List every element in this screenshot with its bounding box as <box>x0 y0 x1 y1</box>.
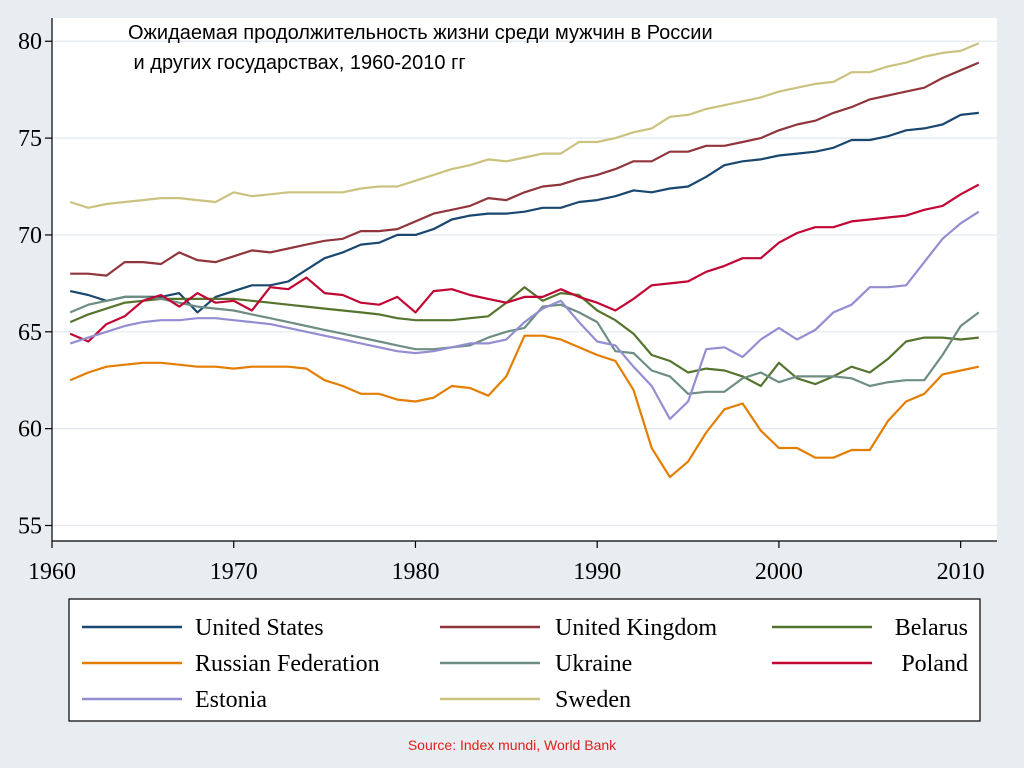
y-tick-label: 70 <box>18 223 42 249</box>
legend-label-ukraine: Ukraine <box>555 651 632 677</box>
x-tick-label: 2010 <box>937 559 985 585</box>
y-tick-label: 80 <box>18 29 42 55</box>
series-line-belarus <box>69 286 979 388</box>
series-line-ukraine <box>69 295 980 395</box>
y-tick-label: 60 <box>18 417 42 443</box>
legend-label-poland: Poland <box>901 651 968 677</box>
series-line-russian-federation <box>69 334 980 479</box>
legend-label-belarus: Belarus <box>895 615 968 641</box>
axes <box>51 18 997 542</box>
grid <box>52 40 997 527</box>
tick-labels: 55 60 65 70 75 80 1960 1970 1980 1990 2000 2010 <box>18 29 985 585</box>
y-tick-label: 55 <box>18 514 42 540</box>
series-lines <box>69 42 980 479</box>
y-tick-label: 75 <box>18 126 42 152</box>
chart-title-line-1: Ожидаемая продолжительность жизни среди … <box>128 22 713 44</box>
x-tick-label: 1980 <box>391 559 439 585</box>
legend-label-russian-federation: Russian Federation <box>195 651 380 677</box>
legend-label-united-kingdom: United Kingdom <box>555 615 717 641</box>
series-line-sweden <box>69 42 980 209</box>
series-line-poland <box>69 183 980 343</box>
x-tick-label: 1990 <box>573 559 621 585</box>
source-note: Source: Index mundi, World Bank <box>407 737 617 753</box>
chart-title-line-2: и других государствах, 1960-2010 гг <box>128 52 466 74</box>
series-line-united-kingdom <box>70 61 980 277</box>
series-line-estonia <box>69 210 980 421</box>
legend-box <box>68 598 981 722</box>
legend: United States United Kingdom Belarus Russia… <box>82 615 968 713</box>
x-tick-label: 2000 <box>755 559 803 585</box>
legend-label-estonia: Estonia <box>195 687 267 713</box>
plot-background <box>52 18 997 541</box>
y-tick-label: 65 <box>18 320 42 346</box>
legend-label-united-states: United States <box>195 615 324 641</box>
series-line-united-states <box>69 111 979 314</box>
x-tick-label: 1970 <box>210 559 258 585</box>
legend-label-sweden: Sweden <box>555 687 631 713</box>
x-tick-label: 1960 <box>28 559 76 585</box>
